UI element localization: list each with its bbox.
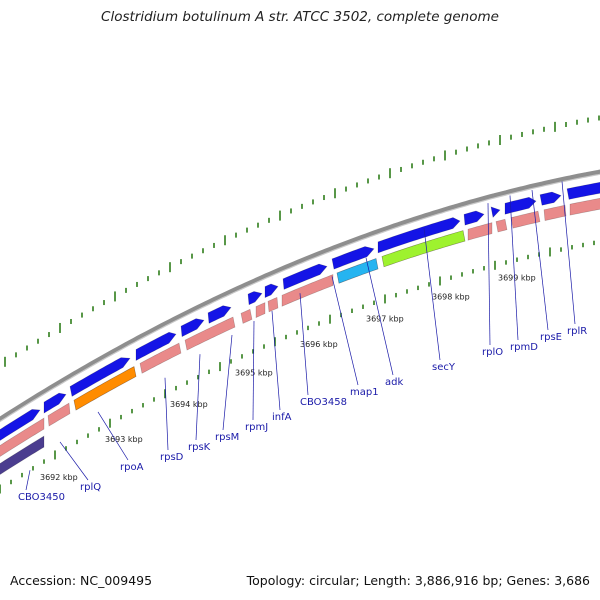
map-title: Clostridium botulinum A str. ATCC 3502, …: [101, 9, 499, 25]
reverse-cds-feature: [281, 274, 334, 307]
gene-label: CBO3458: [300, 397, 347, 408]
kbp-tick-label: 3698 kbp: [432, 292, 470, 301]
backbone-line: [0, 169, 600, 422]
backbone-highlight: [0, 173, 600, 423]
forward-cds-feature: [490, 206, 501, 218]
forward-cds-feature: [539, 191, 562, 206]
reverse-cds-feature: [240, 308, 253, 324]
gene-label: rpsM: [215, 432, 239, 443]
gene-connector: [195, 354, 201, 441]
forward-cds-feature: [463, 210, 485, 226]
gene-label: rplR: [567, 326, 587, 337]
gene-label: rpsD: [160, 452, 184, 463]
forward-cds-feature: [264, 283, 279, 299]
forward-cds-feature: [504, 196, 537, 215]
kbp-tick-label: 3695 kbp: [235, 369, 273, 378]
reverse-cds-feature: [255, 302, 266, 319]
forward-cds-feature: [0, 409, 41, 441]
gene-label: rplQ: [80, 482, 101, 493]
accession-label: Accession: NC_009495: [10, 573, 153, 588]
tracks-layer: [0, 169, 600, 475]
gene-label: map1: [350, 387, 379, 398]
forward-cds-feature: [135, 331, 177, 361]
forward-cds-feature: [282, 263, 328, 290]
kbp-tick-label: 3694 kbp: [170, 400, 208, 409]
gene-label: rplO: [482, 347, 503, 358]
gene-connector: [487, 203, 491, 346]
gene-connector: [222, 334, 233, 431]
gene-connector: [299, 293, 309, 396]
forward-cds-feature: [247, 291, 263, 306]
gene-label: adk: [385, 377, 403, 388]
forward-cds-feature: [377, 217, 461, 254]
reverse-cds-feature: [543, 204, 567, 221]
ticks-layer: [0, 115, 600, 494]
reverse-cds-feature: [510, 210, 541, 229]
cbo3450-feature: [0, 435, 45, 475]
labels-layer: 3692 kbp 3693 kbp 3694 kbp 3695 kbp 3696 kbp…: [18, 181, 587, 503]
kbp-tick-label: 3692 kbp: [40, 473, 78, 482]
gene-connector: [331, 276, 359, 386]
reverse-cds-feature: [47, 402, 71, 427]
reverse-cds-feature: [267, 296, 279, 313]
gene-connector: [561, 181, 576, 325]
gene-label: infA: [272, 412, 292, 423]
forward-cds-feature: [43, 392, 67, 414]
kbp-tick-label: 3697 kbp: [366, 315, 404, 324]
reverse-cds-feature: [495, 218, 508, 233]
reverse-cds-feature: [467, 222, 493, 241]
secY-feature: [381, 230, 466, 268]
forward-cds-feature: [331, 246, 375, 270]
rpoA-feature: [73, 366, 137, 411]
gene-connector: [59, 441, 89, 481]
gene-label: secY: [432, 362, 456, 373]
gene-connector: [97, 411, 129, 461]
gene-label: CBO3450: [18, 492, 65, 503]
kbp-tick-label: 3696 kbp: [300, 340, 338, 349]
kbp-tick-label: 3699 kbp: [498, 274, 536, 283]
gene-connector: [509, 195, 519, 341]
reverse-cds-feature: [184, 316, 236, 351]
reverse-cds-feature: [0, 417, 45, 457]
forward-cds-feature: [69, 357, 131, 397]
gene-connector: [252, 320, 255, 421]
forward-cds-feature: [566, 181, 600, 200]
reverse-cds-feature: [139, 342, 182, 374]
gene-connector: [423, 227, 441, 361]
gene-label: rpoA: [120, 462, 144, 473]
gene-connector: [271, 311, 281, 411]
gene-connector: [25, 470, 31, 491]
gene-connector: [531, 190, 549, 331]
genome-summary: Topology: circular; Length: 3,886,916 bp…: [246, 573, 590, 588]
reverse-cds-feature: [569, 197, 600, 216]
gene-label: rpsE: [540, 332, 562, 343]
gene-label: rpsK: [188, 442, 211, 453]
gene-label: rpmJ: [245, 422, 268, 433]
gene-label: rpmD: [510, 342, 538, 353]
forward-cds-feature: [207, 305, 232, 324]
gene-connector: [365, 257, 394, 376]
kbp-tick-label: 3693 kbp: [105, 435, 143, 444]
gene-connector: [164, 377, 169, 451]
forward-cds-feature: [180, 318, 205, 338]
